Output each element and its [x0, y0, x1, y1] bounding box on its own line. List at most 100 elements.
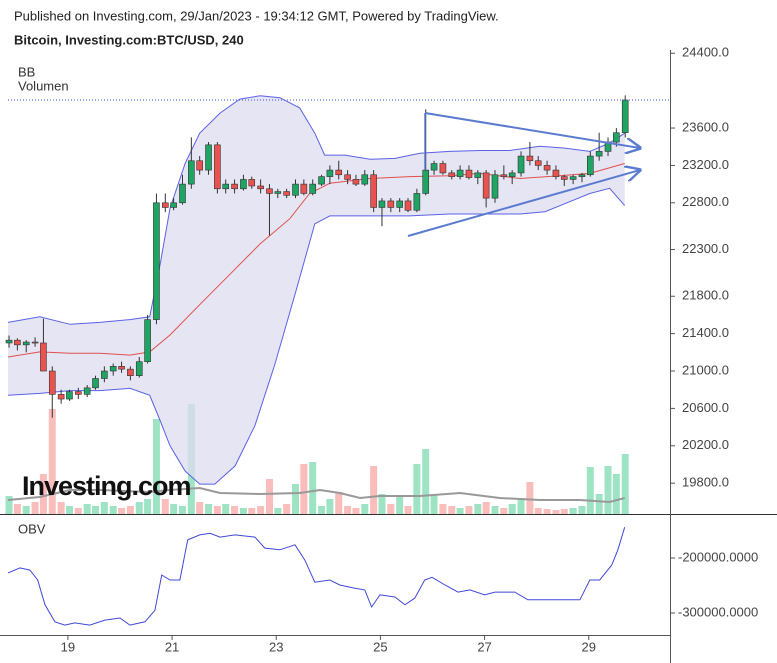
candle-body [413, 193, 421, 211]
y-tick-label: 23200.0 [682, 157, 729, 172]
x-tick-label: 27 [477, 639, 491, 654]
candle-body [396, 200, 403, 208]
volume-bar [118, 508, 126, 514]
candle-body [587, 155, 594, 176]
volume-bar [456, 508, 464, 514]
volume-bar [422, 449, 430, 514]
volume-bar [526, 482, 534, 514]
x-tick-label: 23 [269, 639, 283, 654]
candle-body [370, 174, 377, 208]
volume-bar [65, 506, 73, 514]
candle-body [109, 366, 117, 372]
candle-body [274, 191, 282, 194]
y-tick-label: 21000.0 [682, 362, 729, 377]
volume-bar [92, 506, 100, 514]
candle-body [222, 183, 230, 190]
watermark: Investing.com [22, 471, 191, 501]
volume-bar [387, 504, 395, 514]
volume-bar [474, 504, 482, 514]
candle-body [127, 368, 134, 376]
volume-bar [170, 504, 178, 514]
y-tick-label: 21800.0 [682, 288, 729, 303]
y-tick-label: 20200.0 [682, 437, 729, 452]
y-tick-label: 22300.0 [682, 241, 729, 256]
bb-upper-line [7, 95, 625, 325]
volume-bar [257, 506, 265, 514]
candle-body [543, 165, 551, 171]
candle-body [66, 391, 73, 400]
candle-body [196, 160, 203, 171]
candle-body [474, 172, 482, 178]
volume-bar [586, 467, 594, 514]
candle-body [101, 370, 108, 379]
legend-volume: Volumen [18, 78, 69, 93]
volume-bar [213, 506, 221, 514]
volume-ma-line [7, 486, 625, 504]
volume-bar [74, 508, 82, 514]
legend-bb: BB [18, 64, 35, 79]
volume-bar [378, 494, 386, 514]
x-tick-label: 21 [165, 639, 179, 654]
candle-body [48, 370, 56, 395]
price-panel [5, 95, 670, 514]
candle-body [283, 191, 290, 196]
candle-body [508, 172, 516, 177]
candle-body [361, 174, 369, 185]
candle-body [31, 341, 39, 344]
y-tick-label: 19800.0 [682, 475, 729, 490]
volume-bar [552, 510, 560, 514]
candle-body [57, 394, 65, 400]
volume-bar [309, 462, 317, 514]
bb-fill [8, 95, 625, 485]
candle-body [491, 174, 499, 199]
candle-body [170, 202, 177, 208]
volume-bar [318, 506, 326, 514]
volume-bar [560, 509, 568, 514]
candle-body [231, 183, 238, 190]
y-tick-label: 24400.0 [682, 45, 729, 60]
volume-bar [439, 504, 447, 514]
candle-body [118, 366, 125, 370]
volume-bar [578, 506, 586, 514]
candle-body [292, 183, 299, 196]
volume-bar [152, 419, 160, 514]
volume-bar [300, 464, 308, 514]
candle-body [569, 176, 577, 180]
candle-body [430, 163, 438, 171]
candle-body [326, 169, 334, 177]
candle-body [456, 169, 464, 177]
y-tick-label: 22800.0 [682, 194, 729, 209]
candle-body [300, 183, 308, 194]
volume-bar [517, 499, 525, 514]
candle-body [448, 172, 456, 177]
y-tick-label: -300000.0000 [678, 604, 758, 619]
candle-body [500, 174, 508, 177]
volume-bar [569, 508, 577, 514]
volume-bar [161, 499, 169, 514]
volume-bar [326, 499, 334, 514]
y-tick-label: 23600.0 [682, 119, 729, 134]
volume-bar [448, 506, 456, 514]
volume-bar [352, 508, 360, 514]
candle-body [613, 132, 620, 143]
candle-body [240, 179, 247, 190]
volume-bar [265, 479, 273, 514]
candle-body [517, 155, 525, 174]
candle-body [352, 179, 360, 185]
candle-body [422, 169, 430, 194]
volume-bar [126, 506, 134, 514]
candle-body [309, 183, 316, 194]
volume-bar [534, 508, 542, 514]
published-note: Published on Investing.com, 29/Jan/2023 … [14, 8, 499, 23]
volume-bar [178, 506, 186, 514]
candle-body [248, 179, 256, 187]
candle-body [214, 144, 221, 190]
volume-bar [344, 506, 352, 514]
candle-body [404, 200, 412, 211]
candle-body [318, 176, 325, 185]
volume-bar [335, 492, 343, 514]
volume-bar [482, 502, 490, 514]
candle-body [257, 185, 264, 190]
